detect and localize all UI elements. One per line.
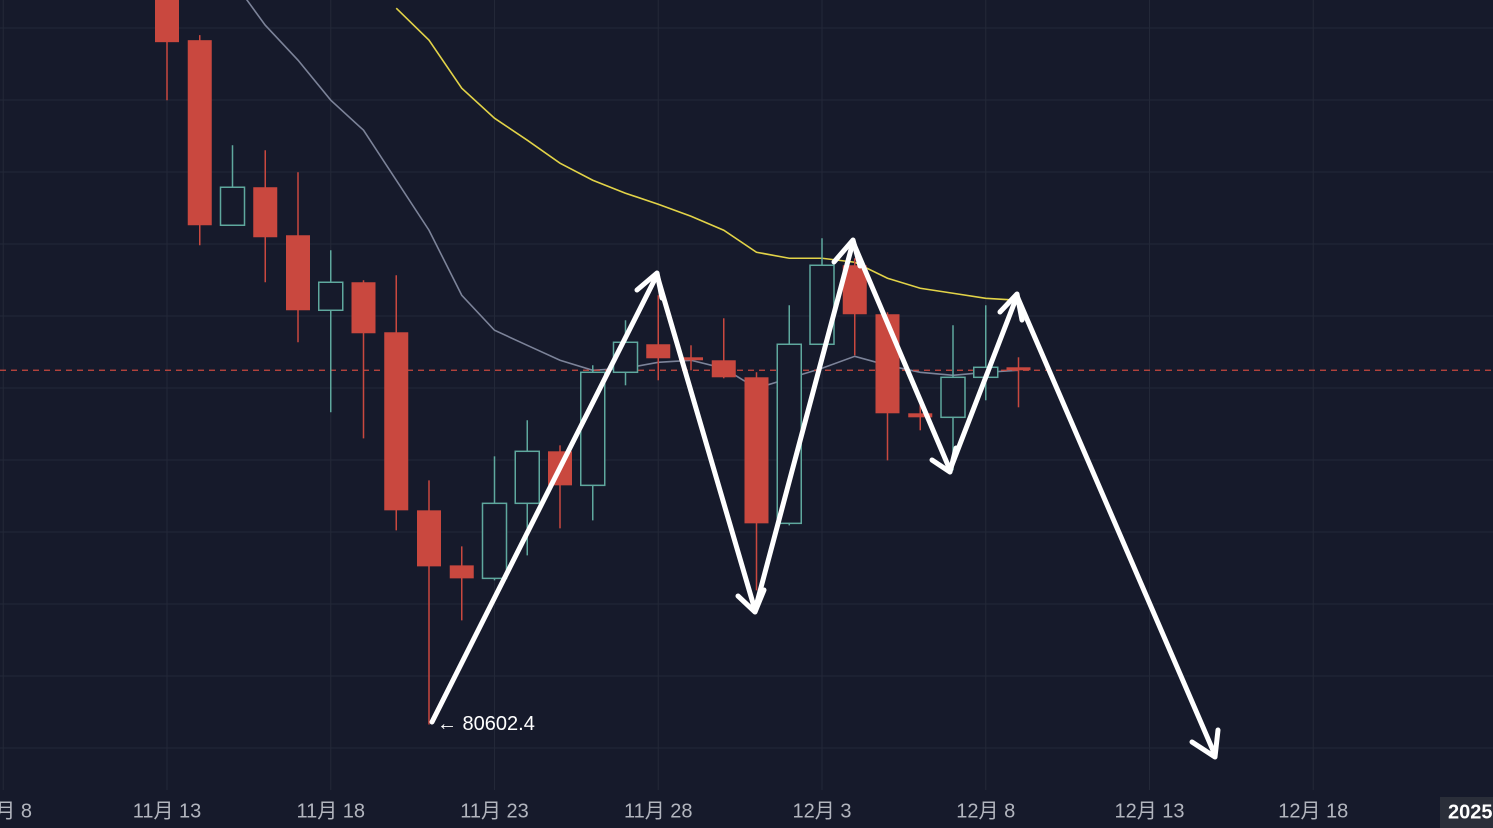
candle-body bbox=[481, 502, 508, 580]
x-tick-label: 11月 8 bbox=[0, 800, 32, 822]
candle-body bbox=[351, 282, 376, 334]
time-axis: 11月 8 11月 13 11月 18 11月 23 11月 28 12月 3 12月 8 1… bbox=[0, 800, 1348, 822]
pattern-arrows bbox=[429, 237, 1221, 760]
candle-body bbox=[417, 510, 441, 567]
candle-body bbox=[646, 344, 671, 359]
candle-body bbox=[908, 413, 933, 418]
x-tick-label: 12月 13 bbox=[1114, 800, 1184, 822]
candle-body bbox=[711, 360, 736, 378]
moving-average bbox=[395, 7, 1019, 302]
candle-body bbox=[449, 565, 474, 579]
x-tick-label: 12月 8 bbox=[956, 800, 1015, 822]
candle-body bbox=[744, 377, 769, 524]
horizontal-grid bbox=[0, 27, 1493, 749]
candle-body bbox=[940, 376, 966, 419]
candle-body bbox=[286, 235, 310, 311]
x-tick-label: 11月 28 bbox=[624, 800, 693, 822]
year-label: 2025 bbox=[1448, 801, 1493, 823]
candle-body bbox=[776, 343, 802, 525]
x-tick-label: 12月 18 bbox=[1278, 800, 1348, 822]
candle-body bbox=[1006, 367, 1031, 371]
candle-body bbox=[219, 186, 246, 227]
x-tick-label: 11月 23 bbox=[460, 800, 529, 822]
candle-body bbox=[514, 450, 540, 505]
candle-body bbox=[384, 332, 409, 511]
candle-body bbox=[253, 187, 278, 238]
candle-body bbox=[318, 281, 344, 312]
x-tick-label: 12月 3 bbox=[793, 800, 852, 822]
low-annotation: ← 80602.4 bbox=[437, 713, 535, 735]
x-tick-label: 11月 13 bbox=[133, 800, 202, 822]
year-box bbox=[1440, 797, 1493, 828]
candle-body bbox=[875, 314, 900, 414]
x-tick-label: 11月 18 bbox=[296, 800, 365, 822]
candle-body bbox=[679, 357, 703, 361]
candle-body bbox=[155, 0, 179, 43]
candle-body bbox=[187, 40, 212, 226]
